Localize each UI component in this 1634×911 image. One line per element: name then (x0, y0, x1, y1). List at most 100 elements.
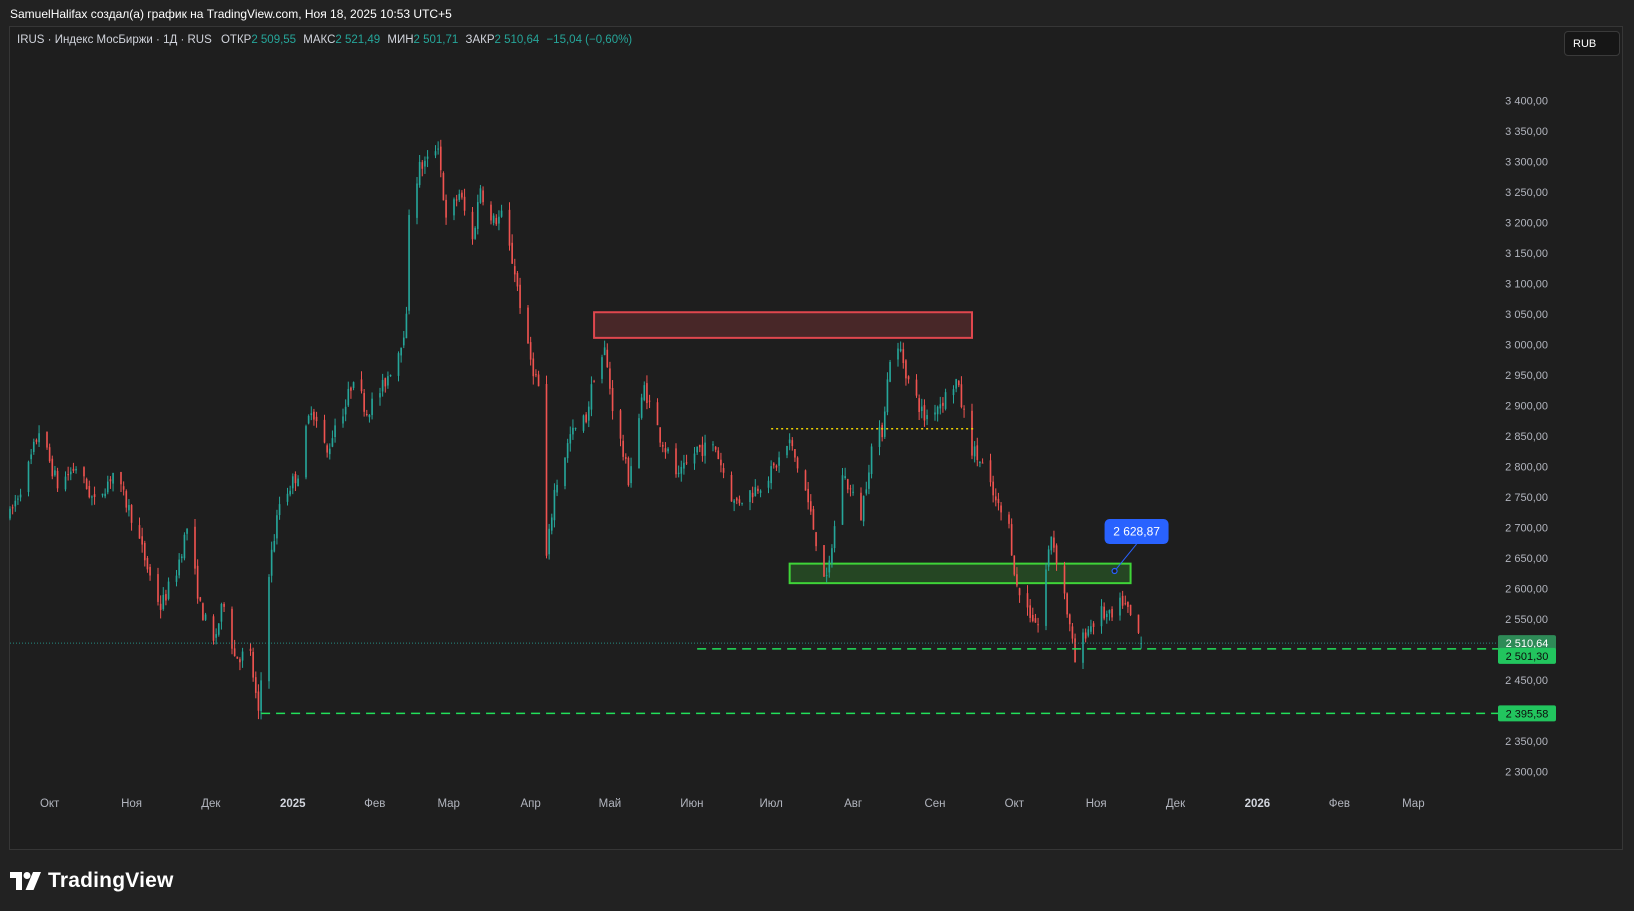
candle-body-102 (384, 378, 387, 387)
candle-body-30 (120, 472, 122, 485)
candle-body-168 (627, 457, 630, 486)
candle-body-59 (223, 603, 225, 607)
candle-body-292 (1087, 629, 1090, 636)
candle-body-190 (712, 444, 714, 446)
candle-body-122 (458, 193, 461, 200)
candle-body-235 (878, 427, 881, 448)
x-tick-label-11: Сен (924, 798, 945, 810)
candle-body-36 (141, 536, 143, 545)
candle-body-90 (342, 416, 344, 424)
candle-body-263 (979, 461, 981, 464)
candle-body-234 (870, 446, 873, 474)
candle-body-81 (307, 415, 310, 424)
candle-body-161 (603, 347, 606, 356)
candle-body-224 (833, 526, 836, 549)
candle-body-212 (791, 440, 794, 447)
candle-body-132 (495, 217, 498, 225)
candle-body-183 (683, 462, 685, 469)
candle-body-262 (976, 445, 979, 461)
candle-body-3 (17, 498, 19, 500)
close-value: 2 510,64 (494, 34, 540, 46)
candle-body-87 (328, 448, 331, 455)
brand-logo: TradingView (10, 868, 174, 894)
candle-body-290 (1082, 632, 1084, 663)
candle-body-288 (1071, 626, 1074, 639)
candle-body-5 (27, 461, 30, 493)
candle-body-163 (609, 368, 611, 389)
candle-body-73 (276, 515, 278, 539)
candle-body-216 (807, 488, 809, 503)
candle-body-256 (955, 379, 957, 389)
candle-body-31 (122, 486, 125, 490)
callout-box (1104, 519, 1169, 545)
candle-body-48 (183, 534, 186, 559)
y-tick-label-18: 2 450,00 (1505, 675, 1548, 687)
candle-body-107 (402, 337, 405, 346)
x-tick-label-9: Июл (759, 798, 782, 810)
candle-body-302 (1124, 603, 1127, 605)
candle-body-111 (418, 161, 421, 186)
candle-body-89 (334, 425, 336, 438)
candle-body-124 (463, 196, 466, 211)
candle-body-271 (1010, 524, 1013, 556)
x-tick-label-10: Авг (844, 798, 862, 810)
candle-body-86 (326, 445, 328, 453)
candle-body-119 (445, 199, 447, 218)
candle-body-169 (630, 466, 632, 484)
candle-body-188 (701, 444, 704, 457)
candle-body-252 (939, 404, 942, 409)
candle-body-227 (846, 479, 849, 490)
candle-body-175 (656, 402, 659, 426)
candle-body-284 (1055, 545, 1058, 565)
y-tick-label-7: 3 050,00 (1505, 309, 1548, 321)
symbol-title[interactable]: IRUS · Индекс МосБиржи · 1Д · RUS (17, 34, 212, 46)
candle-body-239 (889, 361, 891, 382)
candle-body-128 (479, 188, 482, 203)
candle-body-131 (492, 215, 495, 223)
candle-body-114 (426, 156, 429, 159)
candle-body-267 (994, 496, 997, 501)
candle-body-126 (474, 227, 476, 239)
candle-body-177 (661, 444, 664, 447)
candle-body-64 (241, 651, 244, 661)
candle-body-298 (1108, 610, 1111, 614)
currency-button[interactable]: RUB (1564, 31, 1620, 56)
candle-body-217 (809, 501, 812, 512)
candle-body-207 (772, 463, 775, 466)
x-tick-label-13: Ноя (1086, 798, 1107, 810)
candle-body-226 (844, 476, 846, 479)
candle-body-228 (849, 488, 852, 490)
candle-body-145 (545, 384, 548, 556)
candle-body-157 (587, 406, 590, 421)
candle-body-274 (1018, 588, 1021, 596)
candle-body-1 (11, 507, 14, 509)
candle-body-153 (572, 427, 574, 435)
candle-body-141 (529, 342, 532, 360)
candle-body-144 (537, 374, 540, 387)
x-tick-label-16: Фев (1329, 798, 1350, 810)
candle-body-255 (952, 389, 955, 396)
candle-body-164 (611, 387, 614, 412)
candle-body-63 (239, 659, 241, 663)
candle-body-278 (1034, 618, 1037, 623)
candle-body-247 (920, 406, 923, 412)
last-price-tag-box (1498, 635, 1556, 652)
candle-body-165 (619, 410, 622, 439)
y-tick-label-19: 2 350,00 (1505, 736, 1548, 748)
candle-body-196 (733, 500, 735, 503)
last-price-tag: 2 510,64 (1506, 638, 1549, 650)
candle-body-32 (125, 491, 128, 508)
demand-zone (788, 562, 1132, 585)
x-tick-label-15: 2026 (1245, 798, 1271, 810)
candle-body-264 (981, 462, 984, 464)
y-tick-label-2: 3 300,00 (1505, 157, 1548, 169)
candle-body-143 (535, 374, 537, 376)
candle-body-14 (56, 470, 59, 489)
candle-body-254 (944, 392, 947, 409)
x-tick-label-8: Июн (680, 798, 703, 810)
candle-body-150 (564, 457, 566, 487)
y-tick-label-6: 3 100,00 (1505, 279, 1548, 291)
candle-body-27 (106, 481, 109, 493)
candle-body-75 (286, 493, 289, 502)
